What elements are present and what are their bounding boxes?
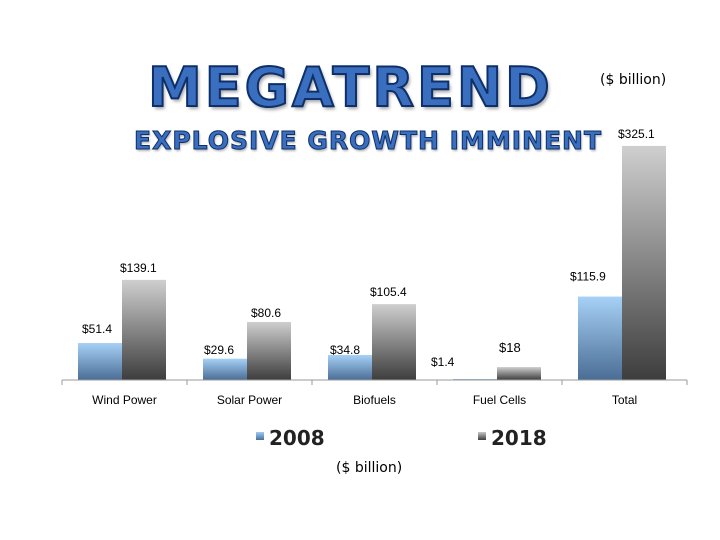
bar-2018-total	[622, 145, 666, 380]
x-tick-label-biofuels: Biofuels	[353, 393, 396, 407]
x-tick-label-wind-power: Wind Power	[92, 393, 157, 407]
unit-label-bottom: ($ billion)	[336, 460, 403, 476]
legend-label-2018: 2018	[491, 426, 547, 450]
data-label-2008-fuel-cells: $1.4	[431, 355, 455, 369]
data-label-2008-biofuels: $34.8	[330, 343, 360, 357]
legend-swatch-2008	[256, 432, 264, 440]
data-label-2018-fuel-cells: $18	[499, 340, 521, 355]
legend-item-2008: 2008	[256, 426, 325, 450]
legend-item-2018: 2018	[478, 426, 547, 450]
x-tick-label-total: Total	[612, 393, 637, 407]
data-label-2018-wind-power: $139.1	[120, 261, 157, 275]
chart-title: MEGATREND	[147, 55, 553, 120]
x-tick-label-fuel-cells: Fuel Cells	[473, 393, 526, 407]
bar-2008-solar-power	[203, 358, 247, 380]
bar-2018-fuel-cells	[497, 367, 541, 380]
data-label-2008-wind-power: $51.4	[82, 322, 112, 336]
bar-2008-biofuels	[328, 354, 372, 380]
data-label-2018-biofuels: $105.4	[370, 285, 407, 299]
unit-label-top: ($ billion)	[600, 72, 667, 88]
bar-2018-wind-power	[122, 279, 166, 380]
data-label-2008-total: $115.9	[570, 270, 606, 284]
legend-swatch-2018	[478, 432, 486, 440]
bar-2018-solar-power	[247, 321, 291, 380]
bar-2008-total	[578, 296, 622, 380]
data-label-2008-solar-power: $29.6	[204, 343, 234, 357]
legend-label-2008: 2008	[269, 426, 325, 450]
bar-2008-fuel-cells	[453, 378, 497, 380]
bar-2008-wind-power	[78, 342, 122, 380]
chart-subtitle: EXPLOSIVE GROWTH IMMINENT	[133, 126, 603, 156]
data-label-2018-solar-power: $80.6	[251, 306, 281, 320]
x-tick-label-solar-power: Solar Power	[217, 393, 282, 407]
data-label-2018-total: $325.1	[618, 127, 655, 141]
bar-2018-biofuels	[372, 304, 416, 380]
